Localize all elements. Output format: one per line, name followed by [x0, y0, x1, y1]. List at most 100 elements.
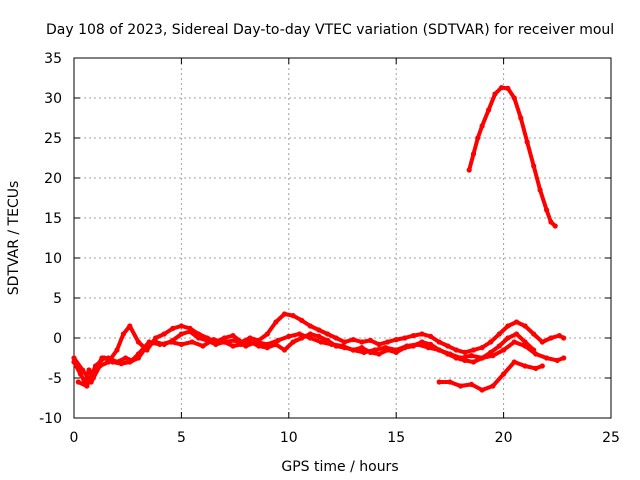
data-point	[544, 207, 550, 213]
data-point	[498, 85, 505, 91]
data-point	[333, 343, 339, 349]
data-point	[479, 345, 485, 351]
data-point	[238, 341, 245, 347]
data-point	[200, 343, 206, 349]
data-point	[264, 345, 270, 351]
data-point	[385, 339, 391, 345]
data-point	[470, 347, 477, 353]
y-tick-label: 5	[53, 291, 62, 307]
data-point	[475, 135, 481, 141]
data-point	[410, 343, 416, 349]
data-point	[178, 323, 184, 329]
data-point	[522, 323, 528, 329]
data-point	[376, 341, 382, 347]
data-point	[479, 387, 485, 393]
series-line	[72, 332, 566, 384]
data-point	[170, 337, 176, 343]
plot-frame	[73, 57, 612, 419]
data-point	[367, 337, 373, 343]
data-point	[118, 361, 124, 367]
data-point	[496, 331, 502, 337]
data-point	[436, 347, 442, 353]
x-tick-label: 5	[177, 430, 186, 446]
data-point	[92, 363, 99, 369]
data-point	[492, 91, 498, 97]
data-point	[114, 347, 120, 353]
data-point	[189, 339, 195, 345]
data-point	[447, 379, 453, 385]
series-line	[467, 85, 558, 228]
data-point	[393, 349, 399, 355]
x-tick-label: 20	[495, 430, 513, 446]
y-tick-label: 15	[44, 211, 62, 227]
data-point	[316, 327, 322, 333]
data-point	[522, 363, 528, 369]
data-point	[256, 343, 262, 349]
data-point	[84, 383, 90, 389]
data-point	[299, 317, 305, 323]
x-tick-labels: 0 5 10 15 20 25	[70, 430, 620, 446]
data-point	[479, 355, 485, 361]
data-point	[286, 333, 292, 339]
data-point	[505, 85, 511, 91]
data-point	[524, 139, 530, 145]
data-series	[71, 85, 567, 393]
data-point	[458, 383, 464, 389]
data-point	[178, 341, 184, 347]
data-point	[470, 359, 477, 365]
data-point	[247, 339, 253, 345]
y-axis-label: SDTVAR / TECUs	[6, 181, 22, 296]
data-point	[135, 339, 141, 345]
data-point	[445, 351, 451, 357]
data-point	[490, 383, 496, 389]
grid-lines	[74, 58, 611, 418]
data-point	[275, 337, 281, 343]
y-tick-label: 25	[44, 131, 62, 147]
data-point	[290, 313, 296, 319]
series-track-e	[466, 85, 558, 229]
data-point	[144, 343, 150, 349]
data-point	[561, 355, 567, 361]
data-point	[561, 335, 567, 341]
data-point	[511, 359, 517, 365]
data-point	[428, 341, 434, 347]
data-point	[161, 341, 167, 347]
data-point	[153, 335, 159, 341]
data-point	[505, 335, 511, 341]
data-point	[552, 223, 558, 229]
data-point	[518, 115, 524, 121]
data-point	[466, 167, 472, 173]
data-point	[281, 311, 288, 317]
data-point	[221, 339, 227, 345]
x-tick-label: 15	[387, 430, 405, 446]
data-point	[470, 151, 477, 157]
data-point	[537, 187, 543, 193]
data-point	[230, 333, 236, 339]
data-point	[281, 347, 288, 353]
data-point	[123, 355, 129, 361]
data-point	[342, 345, 348, 351]
data-point	[127, 323, 133, 329]
data-point	[488, 339, 494, 345]
data-point	[299, 335, 305, 341]
data-point	[247, 335, 253, 341]
data-point	[273, 341, 279, 347]
data-point	[75, 379, 81, 385]
data-point	[533, 365, 539, 371]
data-point	[110, 359, 116, 365]
data-point	[410, 333, 416, 339]
x-tick-label: 10	[280, 430, 298, 446]
data-point	[213, 341, 219, 347]
data-point	[402, 335, 408, 341]
data-point	[350, 347, 356, 353]
data-point	[264, 331, 270, 337]
data-point	[273, 319, 279, 325]
data-point	[318, 339, 324, 345]
data-point	[170, 325, 176, 331]
y-tick-label: -5	[48, 371, 62, 387]
data-point	[501, 347, 507, 353]
x-tick-label: 25	[602, 430, 620, 446]
data-point	[453, 347, 459, 353]
data-point	[531, 331, 537, 337]
